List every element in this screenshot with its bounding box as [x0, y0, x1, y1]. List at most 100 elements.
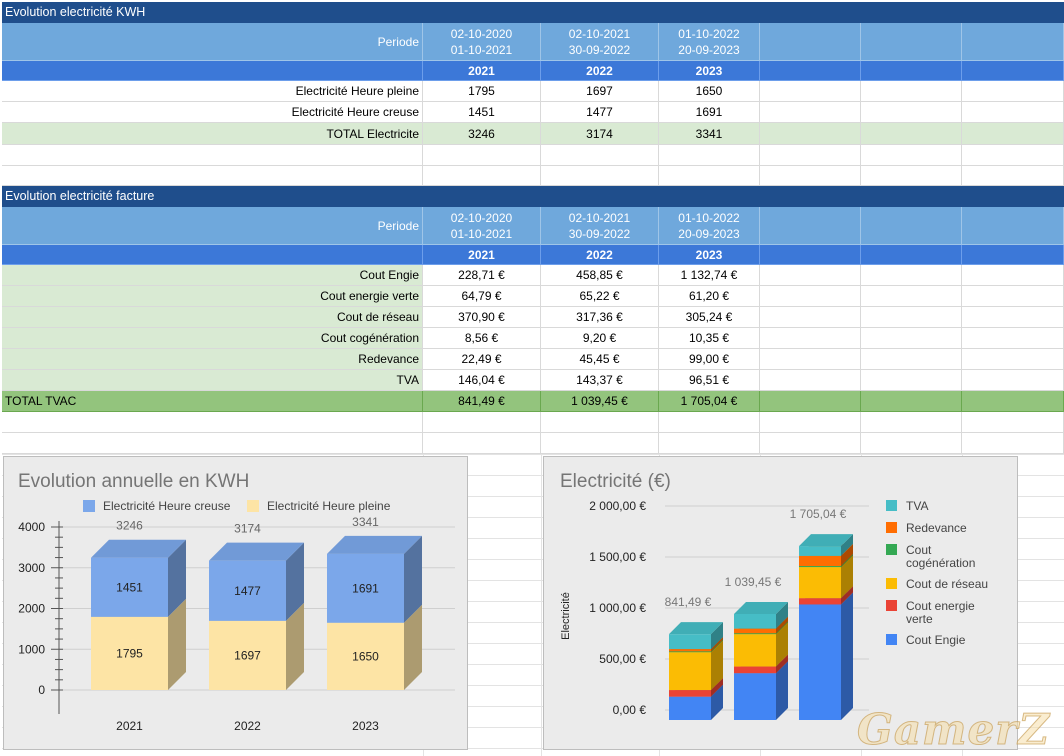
cell[interactable] [962, 166, 1064, 186]
cell[interactable] [659, 166, 760, 186]
cell[interactable] [541, 145, 659, 166]
value-cell[interactable]: 1477 [541, 102, 659, 123]
value-cell[interactable]: 317,36 € [541, 307, 659, 328]
cell[interactable] [962, 123, 1064, 145]
value-cell[interactable]: 1451 [423, 102, 541, 123]
value-cell[interactable]: 143,37 € [541, 370, 659, 391]
cell[interactable] [962, 61, 1064, 81]
cell[interactable] [962, 186, 1064, 207]
cell[interactable] [962, 433, 1064, 454]
row-label[interactable]: Electricité Heure pleine [2, 81, 423, 102]
cell[interactable] [962, 102, 1064, 123]
cell[interactable] [2, 245, 423, 265]
row-label[interactable]: TVA [2, 370, 423, 391]
value-cell[interactable]: 45,45 € [541, 349, 659, 370]
row-label[interactable]: TOTAL TVAC [2, 391, 423, 412]
cell[interactable] [760, 412, 861, 433]
cell[interactable] [861, 81, 962, 102]
cell[interactable] [861, 349, 962, 370]
cell[interactable] [861, 23, 962, 61]
cell[interactable] [760, 166, 861, 186]
row-label[interactable]: Cout cogénération [2, 328, 423, 349]
cell[interactable] [541, 166, 659, 186]
cell[interactable] [962, 307, 1064, 328]
cell[interactable] [861, 61, 962, 81]
cell[interactable] [760, 23, 861, 61]
cell[interactable] [760, 81, 861, 102]
value-cell[interactable]: 1 132,74 € [659, 265, 760, 286]
value-cell[interactable]: 9,20 € [541, 328, 659, 349]
row-label[interactable]: Cout Engie [2, 265, 423, 286]
period-cell[interactable]: 02-10-2021 30-09-2022 [541, 207, 659, 245]
value-cell[interactable]: 1 039,45 € [541, 391, 659, 412]
value-cell[interactable]: 841,49 € [423, 391, 541, 412]
cell[interactable] [2, 166, 423, 186]
period-cell[interactable]: 01-10-2022 20-09-2023 [659, 207, 760, 245]
cell[interactable] [861, 245, 962, 265]
cell[interactable] [541, 433, 659, 454]
value-cell[interactable]: 3246 [423, 123, 541, 145]
year-cell[interactable]: 2022 [541, 245, 659, 265]
cell[interactable] [861, 328, 962, 349]
chart-euro[interactable]: Electricité (€) 2 000,00 € 1 500,00 € 1 00… [543, 456, 1018, 750]
cell[interactable] [541, 412, 659, 433]
cell[interactable] [861, 412, 962, 433]
value-cell[interactable]: 96,51 € [659, 370, 760, 391]
cell[interactable] [541, 186, 659, 207]
value-cell[interactable]: 305,24 € [659, 307, 760, 328]
period-cell[interactable]: 02-10-2020 01-10-2021 [423, 207, 541, 245]
cell[interactable] [962, 265, 1064, 286]
periode-label[interactable]: Periode [2, 23, 423, 61]
cell[interactable] [760, 265, 861, 286]
value-cell[interactable]: 1650 [659, 81, 760, 102]
cell[interactable] [962, 145, 1064, 166]
cell[interactable] [861, 370, 962, 391]
year-cell[interactable]: 2023 [659, 61, 760, 81]
period-cell[interactable]: 01-10-2022 20-09-2023 [659, 23, 760, 61]
cell[interactable] [962, 391, 1064, 412]
cell[interactable] [423, 2, 541, 23]
cell[interactable] [423, 166, 541, 186]
cell[interactable] [659, 186, 760, 207]
cell[interactable] [659, 2, 760, 23]
cell[interactable] [423, 412, 541, 433]
cell[interactable] [861, 307, 962, 328]
year-cell[interactable]: 2021 [423, 61, 541, 81]
cell[interactable] [760, 307, 861, 328]
cell[interactable] [760, 245, 861, 265]
cell[interactable] [423, 186, 541, 207]
row-label[interactable]: Cout energie verte [2, 286, 423, 307]
value-cell[interactable]: 146,04 € [423, 370, 541, 391]
row-label[interactable]: TOTAL Electricite [2, 123, 423, 145]
cell[interactable] [861, 207, 962, 245]
cell[interactable] [760, 186, 861, 207]
cell[interactable] [659, 145, 760, 166]
table-kwh-title[interactable]: Evolution electricité KWH [2, 2, 423, 23]
cell[interactable] [962, 349, 1064, 370]
cell[interactable] [861, 102, 962, 123]
cell[interactable] [962, 245, 1064, 265]
cell[interactable] [760, 145, 861, 166]
value-cell[interactable]: 3174 [541, 123, 659, 145]
cell[interactable] [2, 433, 423, 454]
cell[interactable] [962, 81, 1064, 102]
cell[interactable] [2, 412, 423, 433]
year-cell[interactable]: 2022 [541, 61, 659, 81]
value-cell[interactable]: 10,35 € [659, 328, 760, 349]
value-cell[interactable]: 61,20 € [659, 286, 760, 307]
cell[interactable] [962, 412, 1064, 433]
value-cell[interactable]: 99,00 € [659, 349, 760, 370]
cell[interactable] [760, 2, 861, 23]
cell[interactable] [861, 166, 962, 186]
cell[interactable] [861, 145, 962, 166]
cell[interactable] [861, 433, 962, 454]
cell[interactable] [760, 370, 861, 391]
table-facture-title[interactable]: Evolution electricité facture [2, 186, 423, 207]
value-cell[interactable]: 1691 [659, 102, 760, 123]
cell[interactable] [659, 412, 760, 433]
value-cell[interactable]: 1795 [423, 81, 541, 102]
cell[interactable] [760, 391, 861, 412]
row-label[interactable]: Cout de réseau [2, 307, 423, 328]
cell[interactable] [962, 328, 1064, 349]
row-label[interactable]: Redevance [2, 349, 423, 370]
